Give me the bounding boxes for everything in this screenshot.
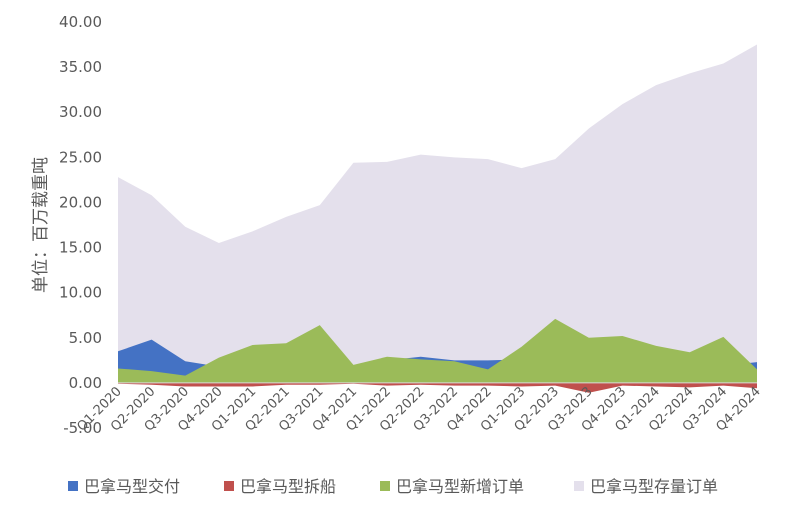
y-axis: -5.00 0.00 5.00 10.00 15.00 20.00 25.00 30.00 35…	[59, 13, 102, 437]
y-tick-label: -5.00	[63, 419, 102, 437]
legend-swatch-0	[68, 481, 78, 491]
area-series-1	[118, 382, 757, 393]
legend-swatch-1	[224, 481, 234, 491]
legend-label-0: 巴拿马型交付	[84, 477, 180, 496]
plot-areas	[118, 44, 757, 393]
legend-label-3: 巴拿马型存量订单	[590, 477, 718, 496]
y-tick-label: 35.00	[59, 58, 102, 76]
y-tick-label: 20.00	[59, 193, 102, 211]
y-tick-label: 15.00	[59, 239, 102, 257]
area-series-2	[118, 318, 757, 383]
y-axis-title: 单位：百万载重吨	[31, 157, 51, 293]
legend-label-2: 巴拿马型新增订单	[396, 477, 524, 496]
y-tick-label: 30.00	[59, 103, 102, 121]
y-tick-label: 0.00	[69, 374, 102, 392]
y-tick-label: 25.00	[59, 148, 102, 166]
x-axis: Q1-2020Q2-2020Q3-2020Q4-2020Q1-2021Q2-20…	[74, 382, 764, 435]
y-tick-label: 40.00	[59, 13, 102, 31]
area-series-3	[118, 44, 757, 383]
legend-label-1: 巴拿马型拆船	[240, 477, 336, 496]
y-tick-label: 10.00	[59, 284, 102, 302]
y-tick-label: 5.00	[69, 329, 102, 347]
legend-swatch-2	[380, 481, 390, 491]
y-axis-title-group: 单位：百万载重吨	[31, 157, 51, 293]
legend: 巴拿马型交付 巴拿马型拆船 巴拿马型新增订单 巴拿马型存量订单	[68, 477, 718, 496]
legend-swatch-3	[574, 481, 584, 491]
